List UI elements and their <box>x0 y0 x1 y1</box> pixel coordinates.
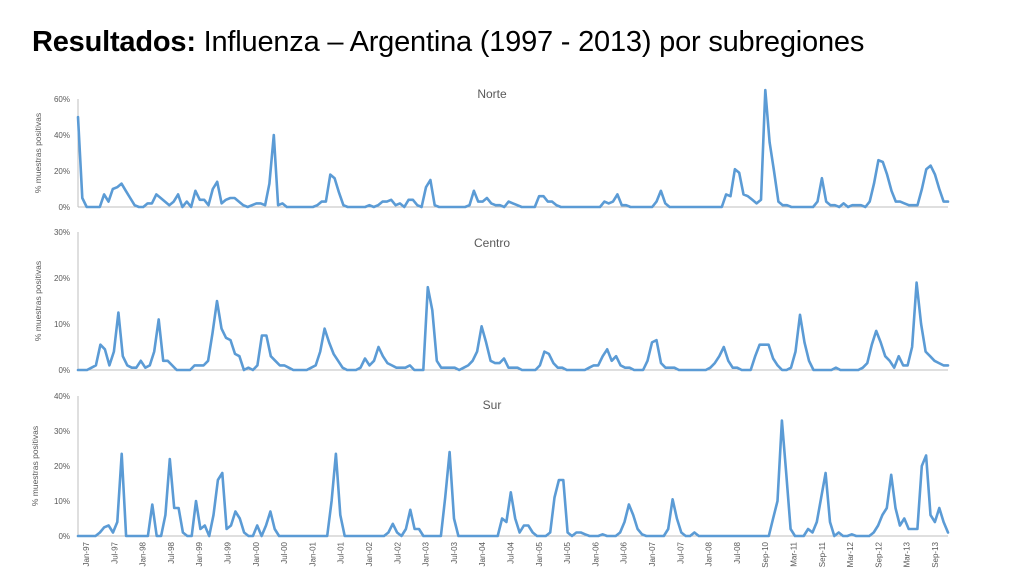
x-tick-label: Jan-04 <box>478 541 487 566</box>
x-tick-label: Jan-02 <box>365 541 374 566</box>
norte-y-tick-label: 0% <box>58 203 70 212</box>
x-tick-label: Jul-07 <box>676 541 685 563</box>
centro-y-tick-label: 10% <box>54 320 70 329</box>
x-tick-label: Jan-97 <box>82 541 91 566</box>
x-tick-label: Sep-10 <box>761 541 770 567</box>
centro-panel-title: Centro <box>474 236 510 250</box>
sur-y-tick-label: 20% <box>54 462 70 471</box>
x-tick-label: Jul-01 <box>337 541 346 563</box>
x-tick-label: Jul-99 <box>224 541 233 563</box>
slide-title: Resultados: Influenza – Argentina (1997 … <box>32 26 864 59</box>
x-tick-label: Jan-03 <box>422 541 431 566</box>
sur-y-tick-label: 10% <box>54 497 70 506</box>
x-tick-label: Jan-08 <box>705 541 714 566</box>
x-tick-label: Jul-98 <box>167 541 176 563</box>
centro-series-line <box>76 281 950 372</box>
norte-panel-title: Norte <box>477 87 507 101</box>
x-tick-label: Jul-00 <box>280 541 289 563</box>
slide-title-rest: Influenza – Argentina (1997 - 2013) por … <box>195 26 865 58</box>
x-tick-label: Jul-06 <box>620 541 629 563</box>
centro-y-axis-label: % muestras positivas <box>33 261 43 341</box>
norte-series-line <box>76 88 950 209</box>
x-tick-label: Jul-04 <box>507 541 516 563</box>
x-tick-label: Sep-11 <box>818 541 827 567</box>
centro-y-tick-label: 0% <box>58 366 70 375</box>
x-tick-label: Jul-02 <box>393 541 402 563</box>
x-tick-label: Jan-99 <box>195 541 204 566</box>
x-tick-label: Jan-06 <box>591 541 600 566</box>
x-tick-label: Mar-11 <box>790 541 799 566</box>
sur-y-tick-label: 40% <box>54 392 70 401</box>
x-tick-label: Mar-12 <box>846 541 855 567</box>
sur-y-axis-label: % muestras positivas <box>30 426 40 506</box>
x-tick-label: Sep-13 <box>931 541 940 567</box>
norte-y-tick-label: 60% <box>54 95 70 104</box>
centro-y-tick-label: 30% <box>54 228 70 237</box>
sur-panel-title: Sur <box>483 398 502 412</box>
x-tick-label: Jul-97 <box>110 541 119 563</box>
x-tick-label: Jan-00 <box>252 541 261 566</box>
x-tick-label: Mar-13 <box>903 541 912 567</box>
x-tick-label: Jul-08 <box>733 541 742 563</box>
sur-y-tick-label: 30% <box>54 427 70 436</box>
x-tick-label: Sep-12 <box>874 541 883 567</box>
norte-y-axis-label: % muestras positivas <box>33 113 43 193</box>
x-tick-label: Jul-03 <box>450 541 459 563</box>
x-tick-label: Jan-05 <box>535 541 544 566</box>
norte-y-tick-label: 40% <box>54 131 70 140</box>
x-tick-label: Jan-01 <box>308 541 317 566</box>
sur-series-line <box>76 419 950 538</box>
sur-y-tick-label: 0% <box>58 532 70 541</box>
norte-y-tick-label: 20% <box>54 167 70 176</box>
x-tick-label: Jul-05 <box>563 541 572 563</box>
x-tick-label: Jan-98 <box>139 541 148 566</box>
centro-y-tick-label: 20% <box>54 274 70 283</box>
slide-title-bold: Resultados: <box>32 26 196 58</box>
x-tick-label: Jan-07 <box>648 541 657 566</box>
